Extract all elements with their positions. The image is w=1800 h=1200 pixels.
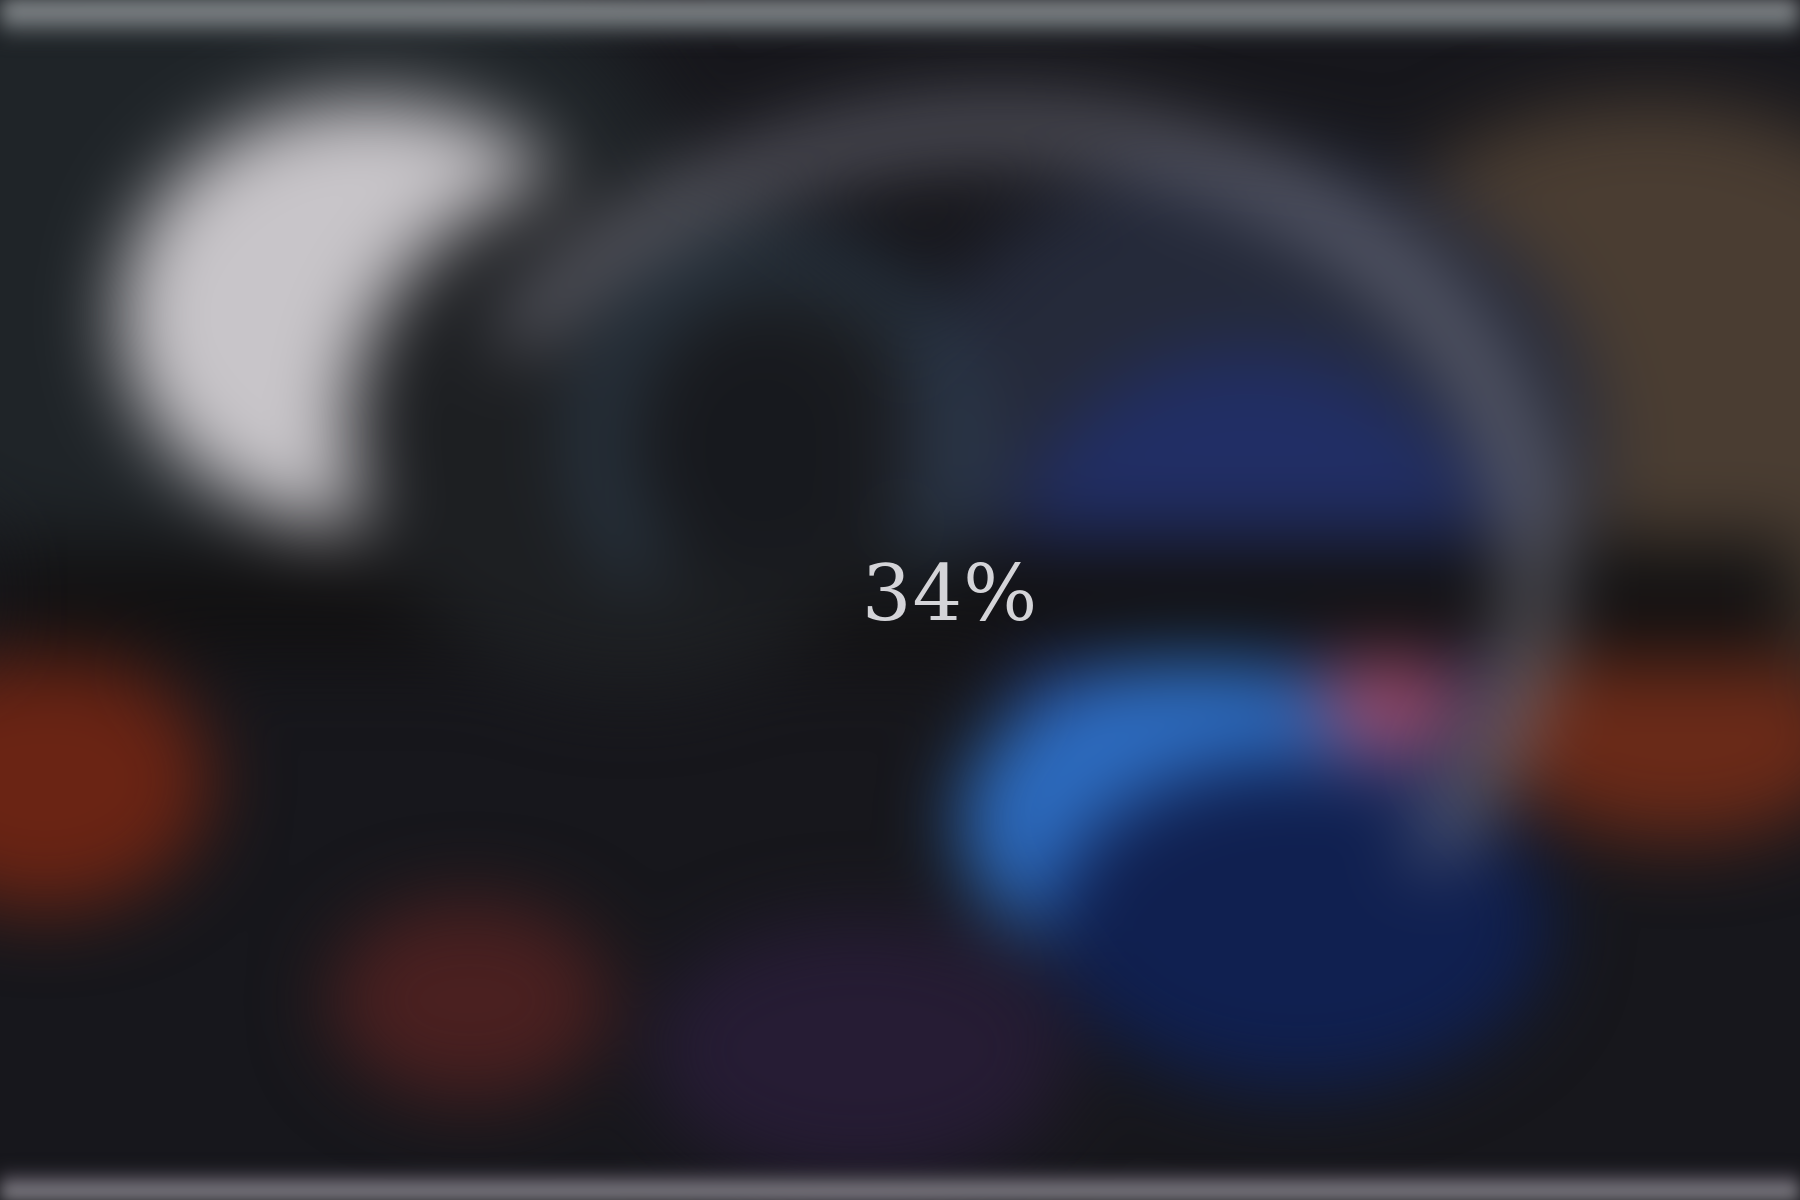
bottom-edge	[0, 1172, 1800, 1200]
top-edge	[0, 0, 1800, 34]
loading-progress-text: 34%	[861, 549, 1039, 639]
